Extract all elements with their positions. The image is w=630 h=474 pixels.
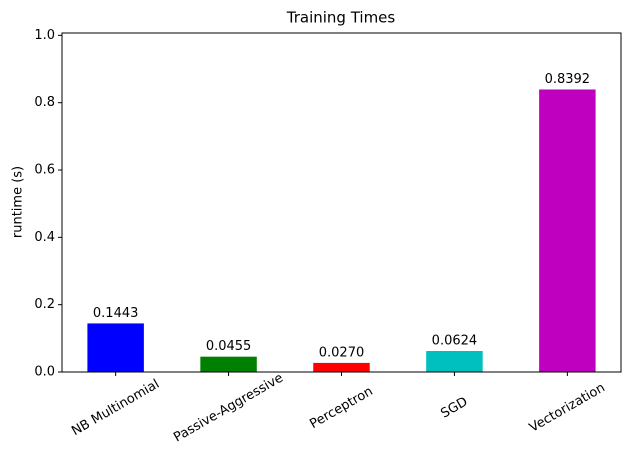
bar — [200, 356, 257, 372]
x-tick-label: Vectorization — [527, 380, 608, 435]
chart-title: Training Times — [286, 9, 396, 27]
plot-frame — [61, 32, 622, 373]
bar — [313, 362, 370, 372]
y-tick-label: 0.0 — [34, 365, 55, 380]
y-axis-label: runtime (s) — [11, 166, 26, 238]
value-label: 0.1443 — [93, 306, 139, 321]
y-tick-label: 0.2 — [34, 297, 55, 312]
x-tick-label: SGD — [438, 394, 470, 421]
value-label: 0.8392 — [545, 72, 591, 87]
y-tick-label: 0.4 — [34, 230, 55, 245]
bar — [539, 89, 596, 373]
bar — [87, 323, 144, 372]
y-tick-label: 0.8 — [34, 95, 55, 110]
bar — [426, 350, 483, 372]
value-label: 0.0270 — [319, 345, 365, 360]
value-label: 0.0624 — [432, 333, 478, 348]
x-tick-label: Perceptron — [307, 384, 375, 432]
x-tick-label: Passive-Aggressive — [171, 371, 286, 446]
y-tick-label: 1.0 — [34, 28, 55, 43]
value-label: 0.0455 — [206, 339, 252, 354]
x-tick-label: NB Multinomial — [69, 377, 162, 439]
y-tick-label: 0.6 — [34, 163, 55, 178]
